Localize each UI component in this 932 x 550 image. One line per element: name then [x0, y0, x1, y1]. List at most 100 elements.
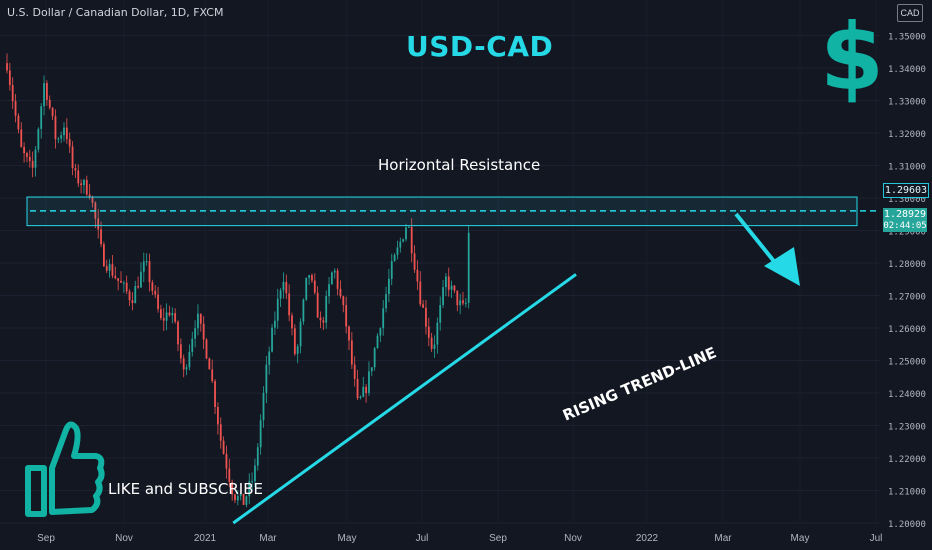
y-tick-label: 1.31000: [888, 163, 926, 173]
candle-body: [256, 447, 259, 466]
candle-body: [122, 282, 125, 284]
candle-body: [316, 292, 319, 318]
thumb-cuff: [25, 465, 47, 517]
candle-body: [467, 232, 470, 303]
candle-body: [319, 317, 322, 321]
candle-body: [293, 328, 296, 354]
candle-body: [114, 275, 117, 279]
x-tick-label: May: [791, 533, 810, 544]
y-tick-label: 1.35000: [888, 33, 926, 43]
x-tick-label: Nov: [115, 533, 133, 544]
candle-body: [188, 351, 191, 368]
candle-body: [276, 298, 279, 321]
candle-body: [208, 358, 211, 370]
candle-body: [393, 254, 396, 262]
price-axis[interactable]: 1.20000 1.21000 1.22000 1.23000 1.24000 1.250…: [888, 33, 926, 531]
candle-body: [68, 139, 71, 147]
candle-body: [157, 294, 159, 310]
candle-body: [185, 367, 188, 370]
candle-body: [20, 129, 23, 148]
candle-body: [168, 312, 171, 316]
x-tick-label: Jul: [416, 533, 429, 544]
candle-body: [302, 299, 305, 322]
candle-body: [71, 146, 74, 169]
candle-body: [34, 149, 37, 168]
candle-body: [74, 168, 77, 171]
candle-countdown: 02:44:05: [883, 220, 927, 232]
candle-body: [390, 261, 393, 279]
candle-body: [413, 253, 416, 270]
candle-body: [239, 493, 242, 497]
candle-body: [430, 337, 433, 349]
y-tick-label: 1.22000: [888, 455, 926, 465]
candle-body: [134, 286, 137, 304]
candle-body: [285, 281, 288, 294]
candle-body: [46, 83, 48, 100]
candle-body: [100, 229, 102, 245]
candle-body: [365, 386, 367, 393]
candle-body: [154, 290, 157, 295]
candle-body: [459, 300, 462, 306]
candle-body: [333, 270, 336, 273]
candle-body: [436, 322, 439, 345]
x-tick-label: Sep: [489, 533, 507, 544]
candle-body: [117, 278, 120, 281]
candle-body: [271, 327, 273, 352]
candle-body: [379, 328, 382, 336]
candle-body: [453, 285, 456, 291]
candle-body: [60, 135, 63, 139]
candle-body: [274, 320, 276, 328]
candle-body: [151, 282, 154, 291]
candle-body: [137, 286, 139, 288]
y-tick-label: 1.23000: [888, 423, 926, 433]
candle-body: [385, 294, 387, 309]
candle-body: [399, 241, 402, 248]
currency-button[interactable]: CAD: [897, 4, 923, 22]
candle-body: [464, 302, 467, 304]
y-tick-label: 1.29000: [888, 228, 926, 238]
candle-body: [179, 344, 182, 359]
candle-body: [48, 99, 51, 108]
time-axis[interactable]: Sep Nov 2021 Mar May Jul Sep Nov 2022 Mar May Jul: [37, 533, 882, 544]
candle-body: [405, 227, 407, 240]
candle-body: [356, 378, 359, 399]
arrow-head: [764, 247, 800, 286]
candle-body: [83, 179, 85, 186]
candle-body: [202, 323, 205, 340]
candle-body: [128, 291, 131, 301]
last-price-tag: 1.28929: [883, 208, 927, 221]
candle-body: [368, 371, 370, 393]
candle-body: [311, 275, 313, 281]
candle-body: [103, 244, 105, 267]
candle-body: [322, 320, 325, 323]
candle-body: [177, 321, 179, 345]
candle-body: [171, 313, 174, 316]
candle-body: [396, 247, 399, 255]
candle-body: [348, 326, 350, 341]
candle-body: [259, 420, 262, 448]
candle-body: [313, 280, 316, 293]
candle-body: [362, 386, 365, 397]
candle-body: [376, 335, 379, 349]
candle-body: [439, 305, 442, 323]
candle-body: [37, 128, 40, 150]
candle-body: [447, 276, 450, 290]
candle-body: [231, 481, 234, 495]
candle-body: [54, 116, 57, 139]
y-tick-label: 1.24000: [888, 390, 926, 400]
candle-body: [308, 275, 310, 278]
candle-body: [211, 369, 214, 382]
candle-body: [373, 348, 376, 368]
candle-body: [242, 493, 245, 505]
candle-body: [191, 338, 194, 352]
candle-body: [427, 326, 430, 338]
candle-body: [268, 351, 271, 365]
y-tick-label: 1.20000: [888, 520, 926, 530]
candle-body: [6, 63, 8, 71]
candle-body: [353, 364, 356, 379]
candle-body: [199, 313, 202, 324]
y-tick-label: 1.33000: [888, 98, 926, 108]
candle-body: [8, 70, 11, 86]
candle-body: [328, 284, 330, 297]
